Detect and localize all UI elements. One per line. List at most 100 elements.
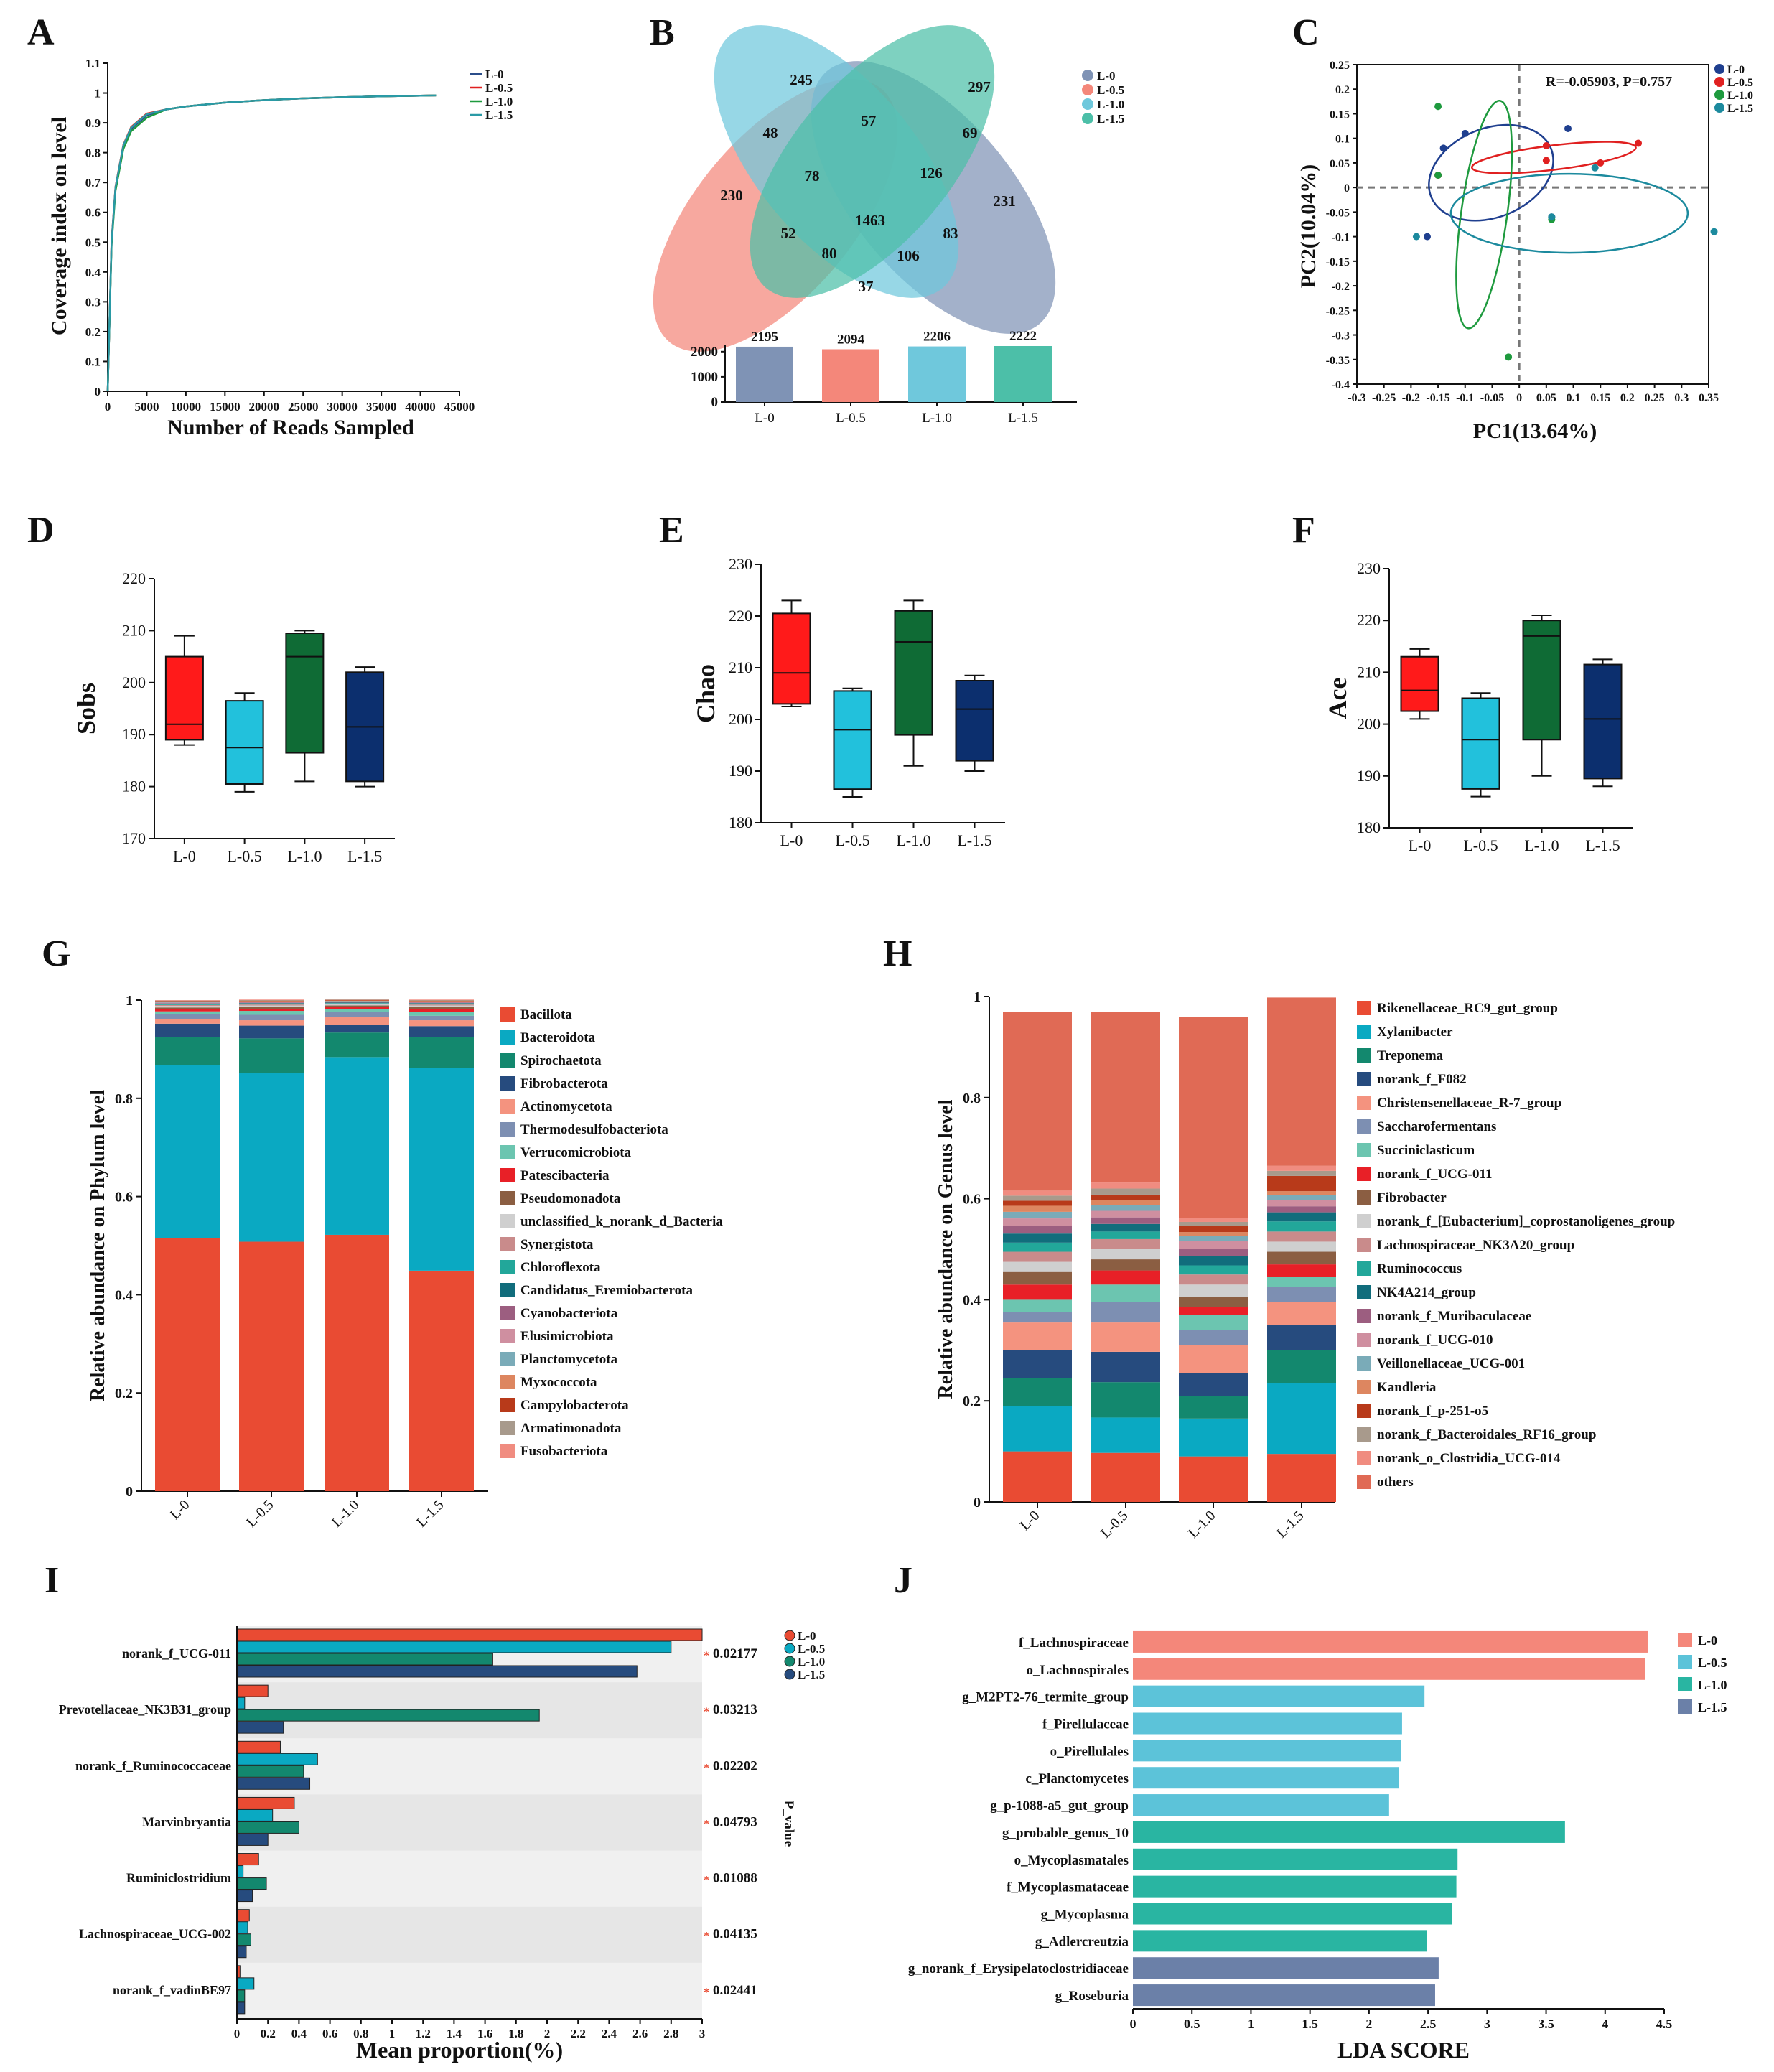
x-tick-label: L-0	[167, 1497, 193, 1523]
venn-count: 48	[763, 124, 778, 141]
y-tick-label: 1.1	[85, 57, 101, 70]
stack-segment-Pseudomonadota	[155, 1007, 220, 1009]
y-tick-label: 200	[1357, 715, 1381, 733]
x-tick-label: L-1.0	[329, 1497, 363, 1531]
stack-segment-Thermodesulfobacteriota	[325, 1012, 389, 1017]
legend-label: norank_f_UCG-011	[1377, 1167, 1492, 1182]
total-bar-label: 2206	[923, 330, 951, 345]
stack-segment-norank_f_F082	[1003, 1350, 1072, 1378]
coverage-line-L-0.5	[106, 94, 437, 392]
stack-segment-Xylanibacter	[1091, 1417, 1160, 1453]
mean-bar-L-0	[236, 1853, 259, 1866]
x-tick-label: 25000	[288, 400, 319, 414]
box-L-1.5	[1583, 663, 1623, 780]
significance-star: *	[704, 1875, 709, 1887]
legend-label: L-1.5	[1097, 112, 1124, 126]
lda-label: g_M2PT2-76_termite_group	[962, 1690, 1129, 1705]
panel-i: norank_f_UCG-011 * 0.02177 Prevotellaceae_N…	[59, 1626, 825, 2063]
lda-label: f_Pirellulaceae	[1042, 1717, 1129, 1732]
stack-segment-norank_f_Bacteroidales_RF16_group	[1179, 1221, 1248, 1226]
coverage-line-L-0	[106, 94, 437, 392]
lda-label: g_Adlercreutzia	[1035, 1934, 1129, 1949]
stack-segment-Kandleria	[1091, 1200, 1160, 1205]
stack-segment-norank_f_UCG-010	[1091, 1210, 1160, 1218]
stack-segment-Patescibacteria	[325, 1007, 389, 1009]
stack-segment-Planctomycetota	[155, 1002, 220, 1003]
row-band	[237, 1794, 702, 1851]
stack-segment-Ruminococcus	[1179, 1265, 1248, 1275]
total-bar-L-1.5	[994, 346, 1052, 402]
y-tick-label: 190	[122, 725, 146, 743]
sample-point-L-0.5	[1597, 159, 1605, 167]
panel-letter: C	[1292, 12, 1320, 53]
legend-swatch	[500, 1306, 515, 1320]
x-tick-label: L-1.5	[1585, 836, 1620, 854]
y-tick-label: 0.8	[963, 1091, 981, 1106]
x-tick-label: L-0	[1017, 1508, 1043, 1534]
lda-bar-o_Pirellulales	[1133, 1740, 1401, 1762]
stack-segment-NK4A214_group	[1003, 1233, 1072, 1243]
venn-count: 37	[859, 278, 874, 295]
stack-segment-norank_o_Clostridia_UCG-014	[1003, 1190, 1072, 1196]
y-tick-label: -0.4	[1332, 379, 1350, 391]
x-tick-label: 3	[699, 2027, 706, 2040]
legend-swatch	[1357, 1119, 1371, 1134]
legend-swatch	[1678, 1699, 1692, 1714]
stack-segment-Lachnospiraceae_NK3A20_group	[1179, 1274, 1248, 1285]
legend-swatch	[1678, 1633, 1692, 1647]
legend-swatch	[1357, 1025, 1371, 1039]
x-tick-label: 0	[234, 2027, 241, 2040]
p-value: 0.02177	[713, 1646, 757, 1661]
stack-segment-norank_f_F082	[1179, 1373, 1248, 1396]
legend-swatch	[1082, 84, 1093, 95]
stack-segment-Fusobacteriota	[155, 1000, 220, 1001]
legend-swatch	[1357, 1333, 1371, 1347]
total-bar-L-1.0	[908, 346, 966, 402]
venn-count: 231	[993, 192, 1016, 210]
stack-segment-Lachnospiraceae_NK3A20_group	[1003, 1251, 1072, 1262]
x-tick-label: 1.5	[1302, 2017, 1318, 2031]
x-tick-label: 0.05	[1536, 392, 1556, 404]
stack-segment-Patescibacteria	[239, 1009, 304, 1012]
x-tick-label: 1	[389, 2027, 396, 2040]
x-axis-title: PC1(13.64%)	[1473, 419, 1597, 443]
legend-swatch	[1357, 1309, 1371, 1323]
legend-label: L-1.0	[485, 95, 513, 108]
stack-segment-Synergistota	[155, 1004, 220, 1007]
stack-segment-Candidatus_Eremiobacterota	[239, 1003, 304, 1004]
panel-letter: D	[27, 510, 55, 551]
legend-label: Myxococcota	[520, 1375, 597, 1390]
y-tick-label: 220	[1357, 611, 1381, 629]
y-tick-label: 0.7	[85, 176, 101, 190]
p-value-title: P_value	[781, 1801, 796, 1847]
stack-segment-Spirochaetota	[325, 1032, 389, 1058]
legend-swatch	[1357, 1475, 1371, 1489]
x-tick-label: 1.2	[416, 2027, 431, 2040]
lda-label: o_Mycoplasmatales	[1014, 1853, 1129, 1868]
x-tick-label: 0	[1516, 392, 1522, 404]
stack-segment-norank_f_Muribaculaceae	[1179, 1249, 1248, 1256]
y-tick-label: 0.3	[85, 295, 101, 309]
lda-label: g_probable_genus_10	[1002, 1826, 1129, 1841]
row-band	[237, 1906, 702, 1963]
stack-segment-Bacteroidota	[155, 1065, 220, 1238]
legend-swatch	[500, 1214, 515, 1228]
panel-letter: I	[45, 1560, 59, 1601]
stack-segment-Fusobacteriota	[325, 999, 389, 1000]
legend-label: Fibrobacterota	[520, 1076, 608, 1091]
p-value: 0.01088	[713, 1871, 757, 1886]
x-tick-label: 0.6	[322, 2027, 337, 2040]
y-tick-label: 0	[95, 385, 101, 398]
lda-bar-f_Lachnospiraceae	[1133, 1630, 1648, 1653]
stack-segment-Armatimonadota	[239, 1000, 304, 1001]
x-tick-label: 2.2	[571, 2027, 586, 2040]
stack-segment-unclassified_k_norank_d_Bacteria	[155, 1006, 220, 1008]
panel-letter: B	[650, 12, 675, 53]
legend-label: L-1.5	[1727, 103, 1753, 115]
stack-segment-norank_f_UCG-010	[1179, 1241, 1248, 1249]
y-tick-label: 190	[729, 762, 752, 780]
box-L-0.5	[833, 690, 872, 790]
legend-swatch	[500, 1283, 515, 1297]
panel-a: 0 0.1 0.2 0.3 0.4 0.5 0.6 0.7 0.8 0.9 1 1.1 0 5000 100…	[47, 57, 513, 439]
x-tick-label: 20000	[249, 400, 280, 414]
